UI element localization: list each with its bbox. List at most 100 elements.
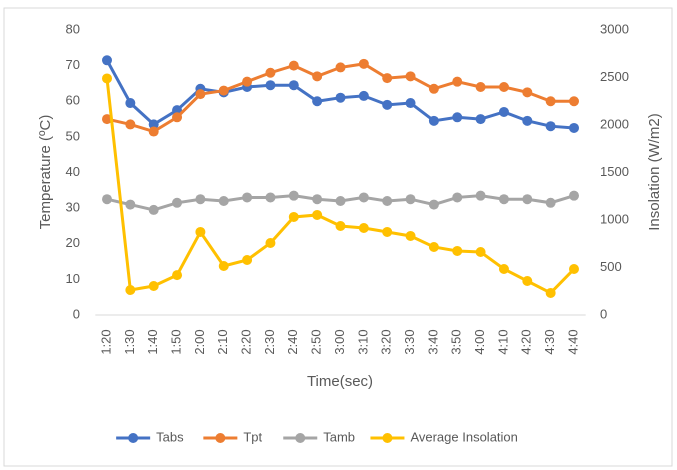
point — [172, 197, 183, 208]
point — [335, 220, 346, 231]
point — [195, 194, 206, 205]
x-tick-label: 3:10 — [355, 329, 370, 354]
y-tick-label: 40 — [66, 164, 80, 179]
chart-frame — [3, 7, 673, 467]
y-tick-label: 10 — [66, 271, 80, 286]
point — [218, 260, 229, 271]
y-tick-label: 70 — [66, 57, 80, 72]
x-tick-label: 2:10 — [215, 329, 230, 354]
point — [148, 281, 159, 292]
x-tick-label: 1:40 — [145, 329, 160, 354]
point — [382, 226, 393, 237]
y-tick-label: 0 — [73, 306, 80, 321]
point — [452, 245, 463, 256]
point — [125, 285, 136, 296]
point — [242, 192, 253, 203]
x-tick-label: 2:50 — [309, 329, 324, 354]
legend-item: Tamb — [283, 429, 355, 444]
x-tick-label: 4:40 — [565, 329, 580, 354]
x-tick-label: 3:40 — [425, 329, 440, 354]
point — [335, 196, 346, 206]
point — [358, 192, 369, 203]
x-tick-label: 1:30 — [122, 329, 137, 354]
y2-axis-title: Insolation (W/m2) — [646, 113, 663, 231]
point — [498, 194, 509, 205]
point — [545, 197, 556, 208]
point — [569, 190, 579, 201]
point — [102, 73, 112, 84]
point — [288, 190, 299, 201]
point — [569, 122, 579, 133]
point — [195, 226, 206, 237]
legend-label: Tpt — [243, 429, 262, 444]
point — [312, 71, 323, 82]
point — [335, 62, 346, 73]
point — [405, 194, 416, 205]
point — [522, 275, 533, 286]
point — [405, 71, 416, 82]
x-tick-label: 2:00 — [192, 329, 207, 354]
point — [498, 264, 509, 275]
point — [148, 119, 159, 130]
legend-item: Tabs — [116, 429, 184, 444]
point — [312, 96, 323, 107]
point — [569, 264, 579, 275]
y-tick-label: 20 — [66, 235, 80, 250]
point — [475, 247, 486, 258]
point — [522, 194, 533, 205]
point — [218, 85, 229, 96]
point — [265, 67, 276, 78]
point — [428, 83, 439, 94]
y2-tick-label: 500 — [600, 259, 622, 274]
point — [265, 80, 276, 91]
point — [522, 115, 533, 126]
point — [382, 196, 393, 206]
point — [452, 76, 463, 87]
x-tick-label: 1:20 — [98, 329, 113, 354]
x-tick-label: 2:20 — [239, 329, 254, 354]
point — [125, 119, 136, 130]
legend-item: Average Insolation — [370, 429, 518, 444]
point — [172, 105, 183, 116]
point — [312, 194, 323, 205]
legend-marker — [295, 433, 306, 443]
y2-tick-label: 2500 — [600, 69, 629, 84]
point — [102, 194, 112, 205]
point — [172, 112, 183, 123]
point — [545, 96, 556, 107]
point — [358, 222, 369, 233]
legend-label: Tamb — [323, 429, 355, 444]
legend-label: Tabs — [156, 429, 184, 444]
x-axis-title: Time(sec) — [307, 373, 373, 390]
point — [218, 196, 229, 206]
x-tick-label: 2:30 — [262, 329, 277, 354]
point — [382, 99, 393, 110]
point — [265, 192, 276, 203]
point — [522, 87, 533, 98]
legend-item: Tpt — [203, 429, 263, 444]
y-tick-label: 60 — [66, 93, 80, 108]
x-tick-label: 4:20 — [519, 329, 534, 354]
point — [475, 114, 486, 125]
point — [545, 287, 556, 298]
point — [242, 76, 253, 87]
y2-tick-label: 2000 — [600, 116, 629, 131]
point — [148, 126, 159, 137]
point — [475, 82, 486, 92]
point — [498, 106, 509, 117]
point — [382, 73, 393, 84]
point — [102, 55, 112, 66]
x-tick-label: 1:50 — [168, 329, 183, 354]
point — [195, 89, 206, 100]
y-axis-title: Temperature (ºC) — [37, 115, 54, 230]
point — [102, 114, 112, 125]
point — [452, 192, 463, 203]
x-tick-label: 3:30 — [402, 329, 417, 354]
legend-marker — [215, 433, 226, 443]
x-tick-label: 4:10 — [495, 329, 510, 354]
legend-marker — [382, 433, 393, 443]
y-tick-label: 50 — [66, 128, 80, 143]
x-tick-label: 3:50 — [449, 329, 464, 354]
point — [405, 98, 416, 109]
